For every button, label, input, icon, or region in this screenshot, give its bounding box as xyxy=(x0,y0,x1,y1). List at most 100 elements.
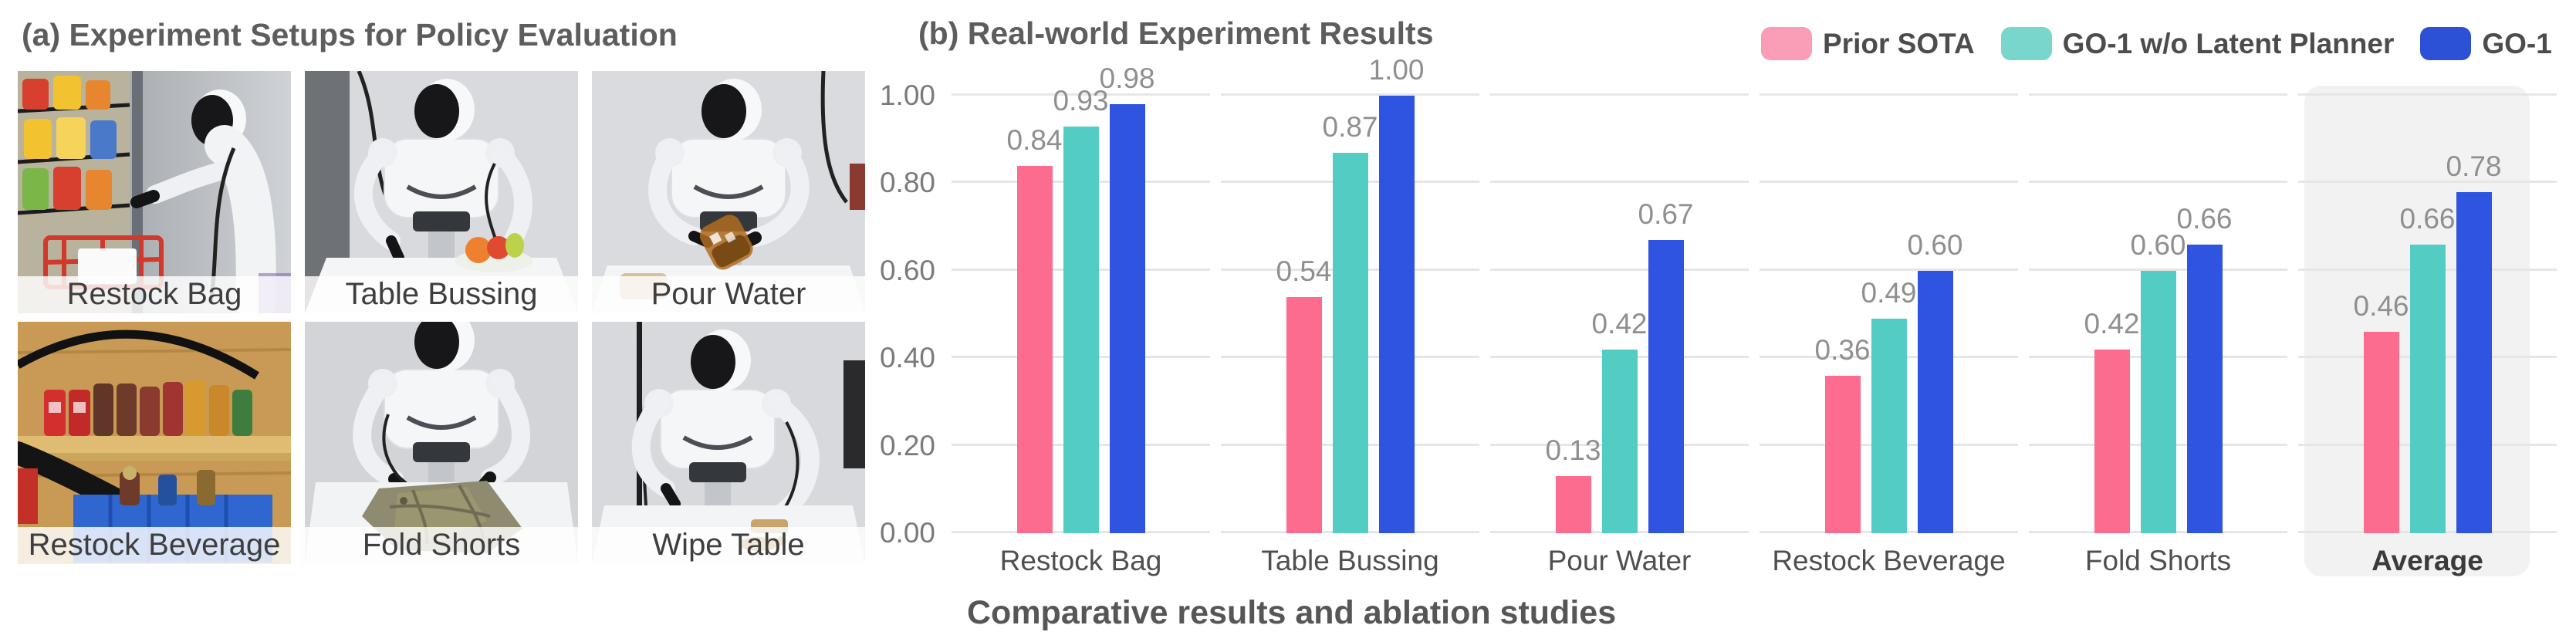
photo-restock-bag: Restock Bag xyxy=(18,71,291,313)
bar-go-1-restock-beverage: 0.60 xyxy=(1907,229,1963,533)
bar-group: 0.36 0.49 0.60 xyxy=(1760,229,2018,533)
bar-value-label: 0.42 xyxy=(2084,307,2140,340)
gridline xyxy=(2298,181,2557,184)
bar-group: 0.13 0.42 0.67 xyxy=(1490,198,1749,533)
category-label-pour-water: Pour Water xyxy=(1547,545,1692,576)
bar-value-label: 0.67 xyxy=(1638,198,1694,231)
photo-label-pour-water: Pour Water xyxy=(592,276,865,313)
chart-panel-restock-beverage: 0.36 0.49 0.60 Restock Beverage xyxy=(1760,81,2018,586)
legend-item-go1-wo-latent-planner: GO-1 w/o Latent Planner xyxy=(2000,27,2395,60)
bar-prior-sota-fold-shorts: 0.42 xyxy=(2084,308,2140,533)
category-label-restock-beverage: Restock Beverage xyxy=(1772,545,2006,576)
gridline xyxy=(1490,93,1749,96)
experiment-photo-grid: Restock Bag Table Bussing xyxy=(18,71,865,564)
legend-swatch-go1 xyxy=(2420,27,2472,60)
legend-label-go1-wo-latent-planner: GO-1 w/o Latent Planner xyxy=(2062,27,2395,59)
photo-pour-water: Pour Water xyxy=(592,71,865,313)
bar-group: 0.42 0.60 0.66 xyxy=(2029,203,2287,533)
photo-wipe-table: Wipe Table xyxy=(592,322,865,564)
bar-value-label: 0.66 xyxy=(2399,202,2456,235)
photo-label-table-bussing: Table Bussing xyxy=(305,276,578,313)
y-tick-label-0.20: 0.20 xyxy=(879,429,935,461)
bar-value-label: 0.54 xyxy=(1276,255,1332,287)
bar-go-1-w-o-latent-planner-average: 0.66 xyxy=(2399,203,2456,533)
chart-panel-restock-bag: 0.84 0.93 0.98 Restock Bag xyxy=(952,63,1210,586)
bar-group: 0.84 0.93 0.98 xyxy=(952,63,1210,533)
bar-go-1-w-o-latent-planner-fold-shorts: 0.60 xyxy=(2130,229,2186,533)
y-tick-label-1.00: 1.00 xyxy=(879,79,935,111)
bar-group: 0.54 0.87 1.00 xyxy=(1221,54,1479,533)
bar-prior-sota-average: 0.46 xyxy=(2353,290,2409,533)
category-label-restock-bag: Restock Bag xyxy=(999,545,1162,576)
bar-go-1-w-o-latent-planner-pour-water: 0.42 xyxy=(1591,308,1648,533)
bar-value-label: 0.98 xyxy=(1099,63,1155,95)
legend-item-go1: GO-1 xyxy=(2420,27,2552,60)
bar-value-label: 0.87 xyxy=(1322,110,1378,143)
bar-value-label: 0.84 xyxy=(1006,123,1063,156)
chart-panel-fold-shorts: 0.42 0.60 0.66 Fold Shorts xyxy=(2029,81,2287,586)
category-label-table-bussing: Table Bussing xyxy=(1261,545,1439,576)
chart-title: (b) Real-world Experiment Results xyxy=(918,15,1434,51)
gridline xyxy=(1760,268,2018,271)
photo-fold-shorts: Fold Shorts xyxy=(305,322,578,564)
bar-go-1-fold-shorts: 0.66 xyxy=(2176,203,2233,533)
bar-value-label: 0.93 xyxy=(1053,84,1109,117)
bar-go-1-w-o-latent-planner-table-bussing: 0.87 xyxy=(1322,111,1378,533)
gridline xyxy=(1221,93,1479,96)
gridline xyxy=(1760,93,2018,96)
category-label-average: Average xyxy=(2371,545,2483,576)
bar-value-label: 0.13 xyxy=(1545,434,1601,467)
bar-go-1-restock-bag: 0.98 xyxy=(1099,63,1155,533)
bar-prior-sota-restock-beverage: 0.36 xyxy=(1814,334,1871,533)
bar-go-1-pour-water: 0.67 xyxy=(1638,198,1694,533)
bar-go-1-table-bussing: 1.00 xyxy=(1368,54,1425,533)
legend-swatch-prior-sota xyxy=(1761,27,1812,60)
gridline xyxy=(2029,93,2287,96)
left-section-title: (a) Experiment Setups for Policy Evaluat… xyxy=(22,17,678,52)
bar-value-label: 0.60 xyxy=(1907,228,1963,261)
bar-value-label: 0.42 xyxy=(1591,307,1648,340)
bar-go-1-average: 0.78 xyxy=(2446,150,2502,533)
gridline xyxy=(1490,181,1749,184)
chart-panel-pour-water: 0.13 0.42 0.67 Pour Water xyxy=(1490,81,1749,586)
panel-plot-area: 0.13 0.42 0.67 xyxy=(1490,81,1749,533)
bar-value-label: 0.78 xyxy=(2446,150,2502,182)
chart-legend: Prior SOTA GO-1 w/o Latent Planner GO-1 xyxy=(1761,27,2552,60)
bar-value-label: 0.36 xyxy=(1814,333,1871,366)
legend-item-prior-sota: Prior SOTA xyxy=(1761,27,1975,60)
y-axis: 0.00 0.20 0.40 0.60 0.80 1.00 xyxy=(849,79,935,547)
photo-label-restock-bag: Restock Bag xyxy=(18,276,291,313)
bar-chart-plot: 0.84 0.93 0.98 Restock Bag 0.54 0.87 1.00 Table… xyxy=(952,54,2557,586)
y-tick-label-0.60: 0.60 xyxy=(879,254,935,286)
gridline xyxy=(1760,181,2018,184)
photo-restock-beverage: Restock Beverage xyxy=(18,322,291,564)
bar-value-label: 0.49 xyxy=(1861,277,1917,309)
gridline xyxy=(2298,93,2557,96)
gridline xyxy=(952,93,1210,96)
panel-plot-area: 0.54 0.87 1.00 xyxy=(1221,54,1479,533)
bar-go-1-w-o-latent-planner-restock-bag: 0.93 xyxy=(1053,85,1109,533)
bar-value-label: 0.66 xyxy=(2176,202,2233,235)
photo-label-fold-shorts: Fold Shorts xyxy=(305,527,578,564)
bar-prior-sota-restock-bag: 0.84 xyxy=(1006,124,1063,533)
legend-label-go1: GO-1 xyxy=(2482,27,2552,59)
bar-prior-sota-table-bussing: 0.54 xyxy=(1276,255,1332,533)
figure-caption: Comparative results and ablation studies xyxy=(967,594,1617,631)
photo-label-wipe-table: Wipe Table xyxy=(592,527,865,564)
bar-prior-sota-pour-water: 0.13 xyxy=(1545,434,1601,533)
photo-table-bussing: Table Bussing xyxy=(305,71,578,313)
y-tick-label-0.40: 0.40 xyxy=(879,342,935,374)
legend-label-prior-sota: Prior SOTA xyxy=(1823,27,1975,59)
gridline xyxy=(2029,268,2287,271)
bar-go-1-w-o-latent-planner-restock-beverage: 0.49 xyxy=(1861,277,1917,533)
gridline xyxy=(1490,268,1749,271)
y-tick-label-0.00: 0.00 xyxy=(879,517,935,549)
legend-swatch-go1-wo-latent-planner xyxy=(2000,27,2052,60)
bar-value-label: 0.60 xyxy=(2130,228,2186,261)
panel-plot-area: 0.84 0.93 0.98 xyxy=(952,63,1210,533)
gridline xyxy=(2029,181,2287,184)
chart-panel-average: 0.46 0.66 0.78 Average xyxy=(2298,81,2557,586)
photo-label-restock-beverage: Restock Beverage xyxy=(18,527,291,564)
panel-plot-area: 0.46 0.66 0.78 xyxy=(2298,81,2557,533)
